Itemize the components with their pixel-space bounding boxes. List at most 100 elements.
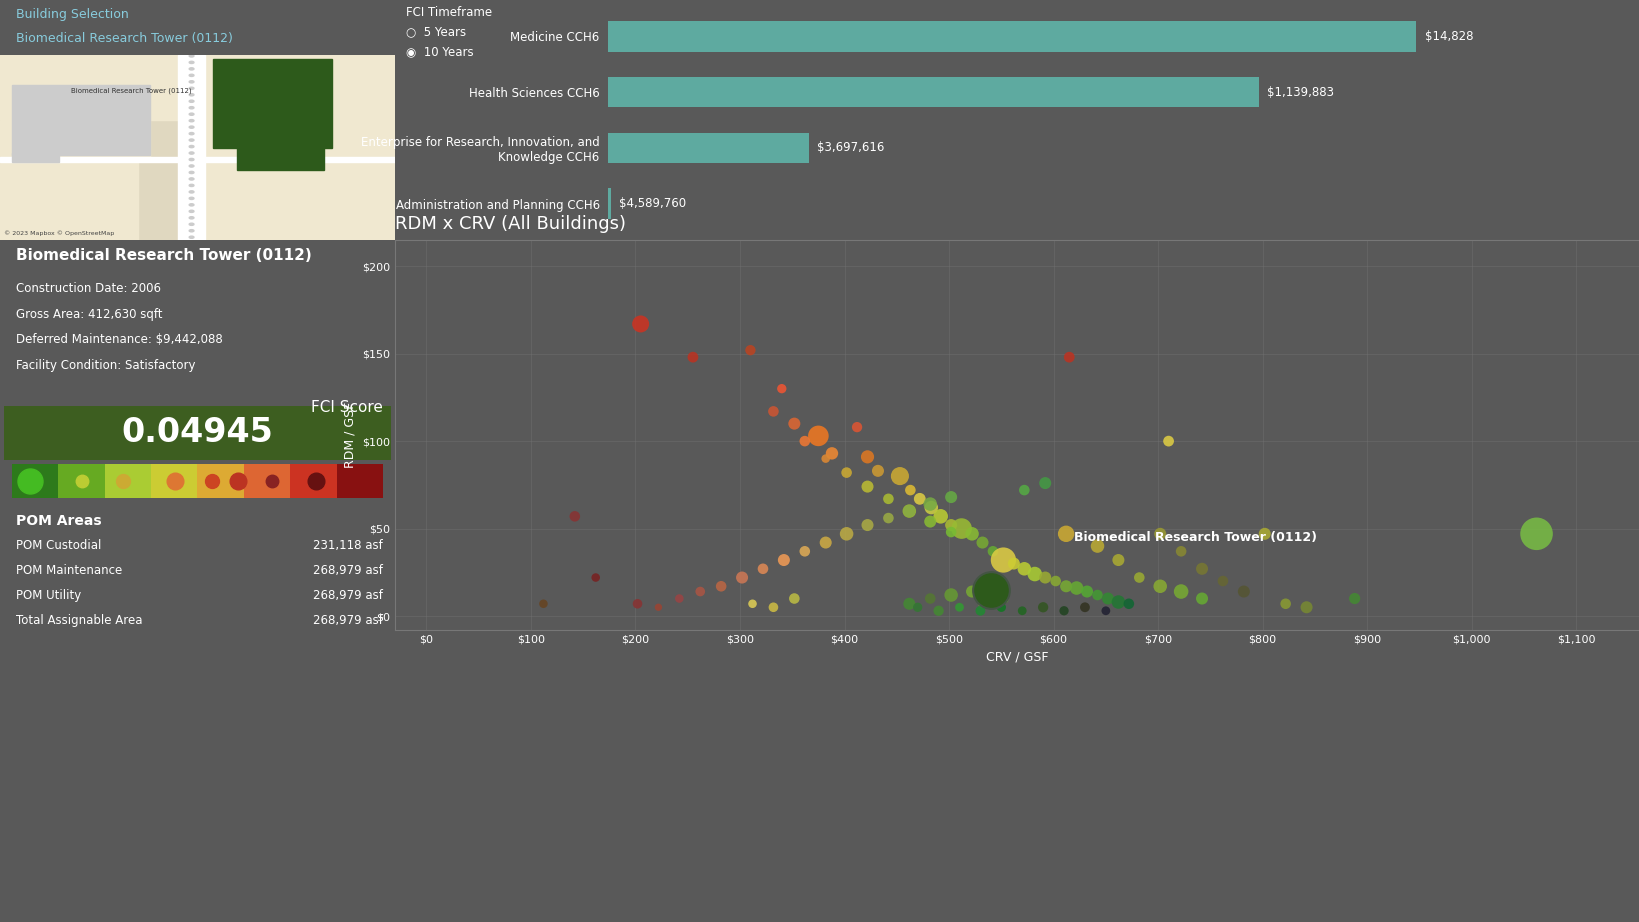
Point (1147, 579, 1174, 594)
X-axis label: CRV / GSF: CRV / GSF (985, 650, 1049, 664)
Bar (608, 21, 1416, 52)
Circle shape (188, 184, 193, 186)
Point (1293, 600, 1319, 615)
Bar (205, 101, 395, 240)
Text: POM Maintenance: POM Maintenance (16, 564, 121, 577)
Circle shape (188, 120, 193, 122)
Point (1105, 595, 1131, 609)
Bar (205, 55, 395, 101)
Circle shape (188, 67, 193, 70)
Point (792, 433, 818, 448)
Circle shape (188, 171, 193, 173)
Point (820, 446, 846, 461)
Text: ◉  10 Years: ◉ 10 Years (405, 45, 474, 58)
Point (990, 591, 1016, 606)
Point (938, 517, 964, 532)
Point (760, 404, 787, 419)
Bar (608, 188, 611, 219)
Text: ○  5 Years: ○ 5 Years (405, 25, 465, 38)
Circle shape (188, 178, 193, 180)
Point (875, 491, 901, 506)
Point (959, 585, 985, 599)
Text: Facility Condition: Satisfactory: Facility Condition: Satisfactory (16, 359, 195, 372)
Text: POM Areas: POM Areas (16, 514, 102, 527)
Text: Biomedical Research Tower (0112): Biomedical Research Tower (0112) (16, 247, 311, 263)
Point (959, 526, 985, 541)
Bar (0, 157, 395, 162)
Point (926, 603, 952, 618)
Circle shape (188, 230, 193, 231)
Point (770, 552, 797, 567)
Point (918, 591, 944, 606)
Circle shape (188, 191, 193, 193)
Circle shape (188, 152, 193, 154)
Point (531, 597, 557, 611)
Point (967, 603, 993, 618)
Circle shape (188, 146, 193, 148)
Point (887, 468, 913, 483)
Point (938, 525, 964, 539)
Text: 231,118 asf: 231,118 asf (313, 538, 384, 551)
Point (1064, 581, 1090, 596)
Point (969, 535, 995, 550)
Text: 268,979 asf: 268,979 asf (313, 614, 384, 627)
Point (1342, 591, 1369, 606)
Point (897, 597, 923, 611)
Point (708, 579, 734, 594)
Point (854, 479, 880, 494)
Point (769, 382, 795, 396)
Circle shape (188, 204, 193, 206)
Circle shape (188, 210, 193, 212)
Point (918, 497, 944, 512)
Circle shape (188, 100, 193, 102)
Text: $1,139,883: $1,139,883 (1267, 86, 1334, 99)
Point (782, 416, 808, 431)
Circle shape (188, 133, 193, 135)
Point (1011, 561, 1037, 576)
Text: Total Assignable Area: Total Assignable Area (16, 614, 143, 627)
Bar (213, 59, 331, 148)
Circle shape (188, 113, 193, 115)
Text: POM Custodial: POM Custodial (16, 538, 102, 551)
Point (1021, 567, 1047, 582)
Point (1523, 526, 1549, 541)
Point (1074, 585, 1100, 599)
Circle shape (188, 88, 193, 89)
Text: Biomedical Research Tower (0112): Biomedical Research Tower (0112) (70, 87, 192, 93)
Point (739, 597, 765, 611)
Circle shape (188, 139, 193, 141)
Point (751, 561, 777, 576)
Point (897, 503, 923, 518)
Point (938, 490, 964, 504)
Point (844, 420, 870, 434)
Point (980, 544, 1006, 559)
Point (1169, 585, 1195, 599)
Circle shape (188, 159, 193, 160)
Point (928, 509, 954, 524)
Circle shape (188, 197, 193, 199)
Point (949, 521, 975, 536)
Point (582, 570, 608, 585)
Text: $4,589,760: $4,589,760 (620, 197, 687, 210)
Y-axis label: RDM / GSF: RDM / GSF (344, 402, 356, 468)
Text: Gross Area: 412,630 sqft: Gross Area: 412,630 sqft (16, 308, 162, 321)
Point (1155, 433, 1182, 448)
Point (687, 585, 713, 599)
Bar (11, 85, 151, 155)
Point (990, 552, 1016, 567)
Point (792, 544, 818, 559)
Circle shape (188, 107, 193, 109)
Point (1116, 597, 1142, 611)
Point (1085, 587, 1111, 602)
Circle shape (188, 94, 193, 96)
Point (946, 600, 972, 615)
Point (1272, 597, 1298, 611)
Text: FCI Score: FCI Score (311, 399, 384, 415)
Bar (608, 133, 808, 163)
Point (1033, 570, 1059, 585)
Point (1011, 483, 1037, 498)
Bar (177, 55, 205, 240)
Point (1052, 579, 1078, 594)
Text: $14,828: $14,828 (1424, 30, 1473, 42)
Point (1252, 526, 1278, 541)
